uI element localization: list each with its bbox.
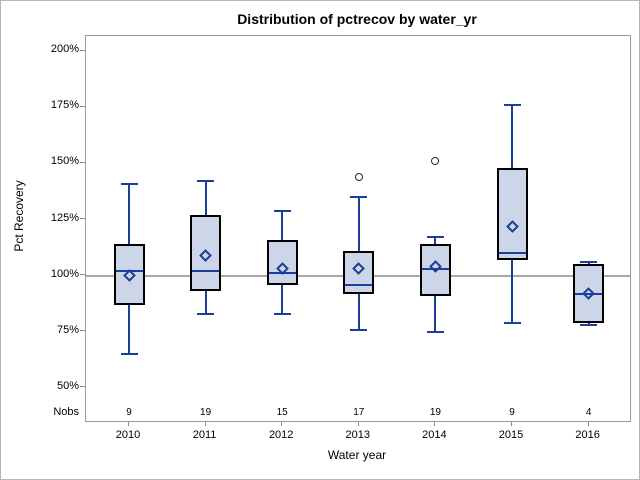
whisker-cap-top bbox=[197, 180, 215, 183]
y-tick-mark bbox=[80, 274, 85, 276]
whisker-cap-top bbox=[580, 261, 598, 264]
box bbox=[419, 244, 451, 296]
whisker-cap-top bbox=[120, 182, 138, 185]
x-tick-mark bbox=[434, 421, 436, 426]
outlier-point bbox=[354, 172, 363, 181]
box bbox=[343, 250, 375, 294]
whisker-cap-bottom bbox=[580, 324, 598, 327]
y-tick-label: 125% bbox=[50, 211, 79, 224]
y-tick-label: 50% bbox=[56, 379, 79, 392]
y-tick-label: 175% bbox=[50, 99, 79, 112]
y-tick-label: 75% bbox=[56, 323, 79, 336]
nobs-value: 15 bbox=[276, 407, 288, 418]
x-axis-title: Water year bbox=[327, 448, 387, 462]
whisker-cap-bottom bbox=[273, 312, 291, 315]
median-line bbox=[421, 267, 449, 270]
y-tick-mark bbox=[80, 49, 85, 51]
nobs-value: 19 bbox=[429, 407, 441, 418]
y-tick-mark bbox=[80, 386, 85, 388]
box bbox=[113, 244, 145, 305]
x-tick-mark bbox=[587, 421, 589, 426]
whisker-cap-bottom bbox=[120, 353, 138, 356]
x-tick-label: 2015 bbox=[498, 429, 524, 441]
x-tick-mark bbox=[128, 421, 129, 426]
x-tick-mark bbox=[281, 421, 283, 426]
nobs-value: 9 bbox=[509, 407, 515, 418]
nobs-value: 17 bbox=[353, 407, 365, 418]
y-tick-mark bbox=[80, 105, 85, 107]
median-line bbox=[575, 292, 603, 295]
chart-title: Distribution of pctrecov by water_yr bbox=[237, 11, 477, 27]
whisker-cap-bottom bbox=[197, 312, 215, 315]
y-tick-label: 100% bbox=[50, 267, 79, 280]
x-tick-label: 2013 bbox=[345, 429, 371, 441]
y-tick-label: 150% bbox=[50, 155, 79, 168]
median-line bbox=[115, 270, 143, 273]
median-line bbox=[345, 283, 373, 286]
whisker-cap-bottom bbox=[426, 330, 444, 333]
x-tick-label: 2011 bbox=[192, 429, 217, 441]
y-tick-mark bbox=[80, 218, 85, 219]
plot-area: 9 19 15 17 19 9 4 bbox=[85, 35, 631, 422]
whisker-cap-top bbox=[350, 196, 368, 199]
box bbox=[190, 215, 222, 292]
x-tick-mark bbox=[511, 421, 512, 426]
box bbox=[266, 239, 298, 285]
x-tick-label: 2014 bbox=[422, 429, 447, 441]
x-tick-label: 2010 bbox=[115, 429, 141, 441]
whisker-cap-bottom bbox=[350, 328, 368, 331]
nobs-value: 19 bbox=[200, 407, 212, 418]
nobs-value: 4 bbox=[585, 407, 592, 418]
x-tick-label: 2016 bbox=[575, 429, 600, 441]
whisker-cap-top bbox=[273, 209, 291, 212]
median-line bbox=[192, 270, 220, 273]
x-tick-mark bbox=[204, 421, 206, 426]
x-tick-label: 2012 bbox=[268, 429, 294, 441]
whisker-cap-top bbox=[503, 103, 521, 106]
y-tick-mark bbox=[80, 161, 85, 163]
y-tick-mark bbox=[80, 330, 85, 332]
nobs-row-label: Nobs bbox=[53, 406, 79, 418]
x-tick-mark bbox=[357, 421, 359, 426]
y-axis-title: Pct Recovery bbox=[12, 180, 26, 252]
box bbox=[496, 167, 528, 260]
outlier-point bbox=[431, 157, 440, 166]
nobs-value: 9 bbox=[126, 407, 132, 418]
whisker-cap-top bbox=[426, 236, 444, 239]
y-tick-label: 200% bbox=[50, 43, 79, 56]
median-line bbox=[498, 252, 526, 255]
median-line bbox=[268, 272, 296, 275]
whisker-cap-bottom bbox=[503, 321, 521, 324]
